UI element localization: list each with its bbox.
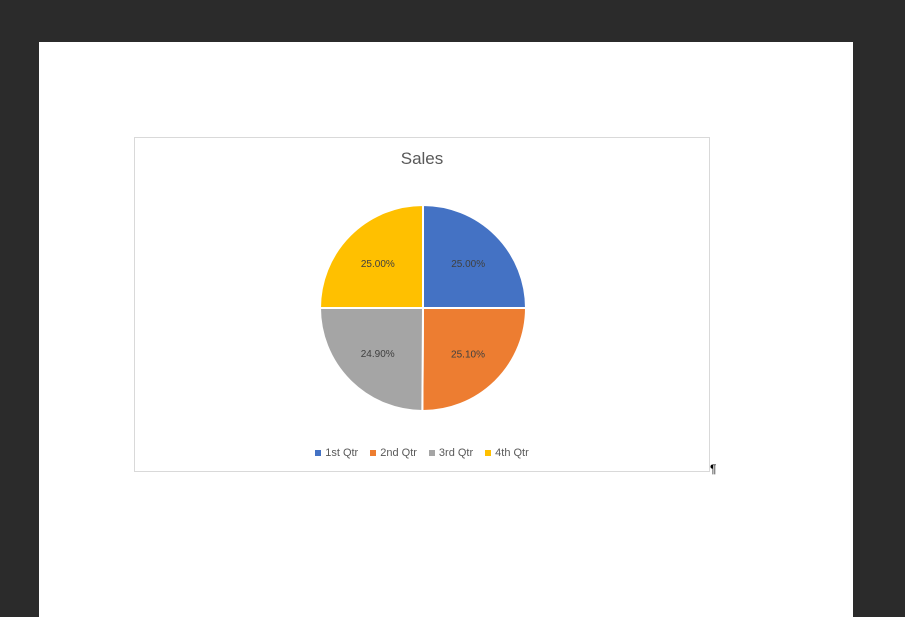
legend-item-1st-qtr[interactable]: 1st Qtr xyxy=(315,447,358,459)
legend-swatch xyxy=(315,450,322,456)
pie-slice-4th-qtr[interactable] xyxy=(318,203,424,309)
legend-swatch xyxy=(370,450,377,456)
chart-title[interactable]: Sales xyxy=(400,149,444,168)
legend-label: 4th Qtr xyxy=(495,447,529,459)
pie-slice-2nd-qtr[interactable] xyxy=(421,307,528,412)
pie-slice-3rd-qtr[interactable] xyxy=(318,307,425,413)
data-label-1st-qtr[interactable]: 25.00% xyxy=(451,259,485,270)
legend-label: 2nd Qtr xyxy=(380,447,417,459)
paragraph-mark: ¶ xyxy=(710,462,717,476)
legend-item-4th-qtr[interactable]: 4th Qtr xyxy=(485,447,529,459)
data-label-3rd-qtr[interactable]: 24.90% xyxy=(361,349,395,360)
legend-item-3rd-qtr[interactable]: 3rd Qtr xyxy=(428,447,474,459)
legend-label: 3rd Qtr xyxy=(438,447,474,459)
chart-object[interactable]: Sales 25.00% 25.10% 24.90% 25.00% 1st Qtr 2… xyxy=(134,137,710,472)
legend-label: 1st Qtr xyxy=(325,447,359,459)
data-label-2nd-qtr[interactable]: 25.10% xyxy=(451,349,485,360)
legend-item-2nd-qtr[interactable]: 2nd Qtr xyxy=(370,447,417,459)
chart-legend[interactable]: 1st Qtr 2nd Qtr 3rd Qtr 4th Qtr xyxy=(135,447,709,459)
legend-swatch xyxy=(428,450,435,456)
pie-slice-1st-qtr[interactable] xyxy=(422,203,528,309)
pie-chart[interactable]: 25.00% 25.10% 24.90% 25.00% xyxy=(135,138,711,473)
legend-swatch xyxy=(485,450,492,456)
data-label-4th-qtr[interactable]: 25.00% xyxy=(361,259,395,270)
